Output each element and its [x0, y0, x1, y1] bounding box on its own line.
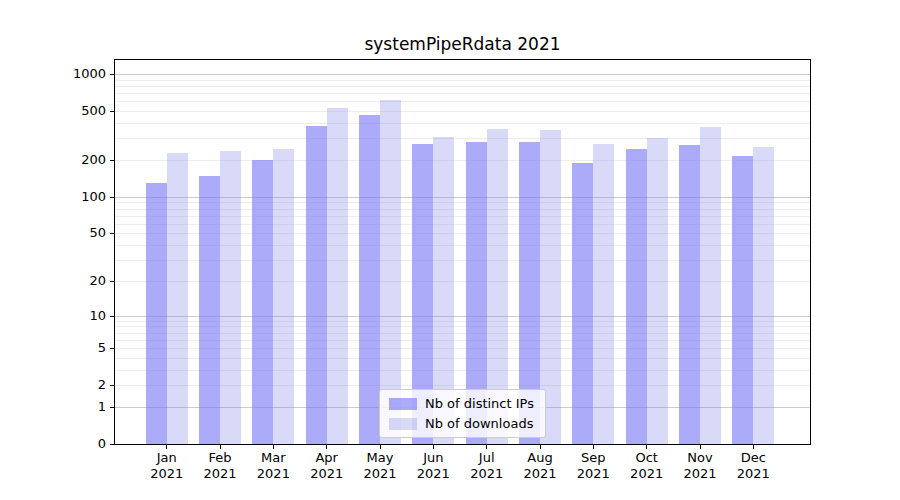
- legend-entry-downloads: Nb of downloads: [389, 416, 536, 432]
- x-tick-label: Dec 2021: [721, 450, 785, 481]
- x-tick-mark: [166, 445, 167, 449]
- legend: Nb of distinct IPs Nb of downloads: [379, 389, 546, 438]
- plot-frame: [114, 59, 811, 445]
- y-tick-label: 0: [40, 436, 106, 452]
- y-tick-label: 50: [40, 225, 106, 241]
- y-tick-label: 20: [40, 273, 106, 289]
- y-tick-mark: [110, 233, 114, 234]
- x-tick-mark: [593, 445, 594, 449]
- legend-label-downloads: Nb of downloads: [425, 416, 533, 432]
- legend-swatch-downloads: [389, 418, 417, 430]
- y-tick-mark: [110, 281, 114, 282]
- y-tick-label: 1: [40, 399, 106, 415]
- y-tick-mark: [110, 111, 114, 112]
- x-tick-mark: [753, 445, 754, 449]
- x-tick-mark: [540, 445, 541, 449]
- y-tick-mark: [110, 160, 114, 161]
- legend-label-distinct-ips: Nb of distinct IPs: [425, 396, 534, 412]
- x-tick-mark: [486, 445, 487, 449]
- y-tick-mark: [110, 74, 114, 75]
- y-tick-label: 500: [40, 103, 106, 119]
- y-tick-label: 10: [40, 308, 106, 324]
- y-tick-label: 1000: [40, 66, 106, 82]
- y-tick-label: 2: [40, 377, 106, 393]
- y-tick-mark: [110, 407, 114, 408]
- y-tick-mark: [110, 316, 114, 317]
- y-tick-mark: [110, 348, 114, 349]
- x-tick-mark: [326, 445, 327, 449]
- legend-swatch-distinct-ips: [389, 398, 417, 410]
- chart-figure: systemPipeRdata 2021 0 1 2 5 10 20 50 100 200 500…: [0, 0, 900, 500]
- y-tick-label: 5: [40, 340, 106, 356]
- x-tick-mark: [700, 445, 701, 449]
- x-tick-mark: [433, 445, 434, 449]
- y-tick-label: 200: [40, 152, 106, 168]
- x-tick-mark: [273, 445, 274, 449]
- legend-entry-distinct-ips: Nb of distinct IPs: [389, 396, 536, 412]
- y-tick-mark: [110, 385, 114, 386]
- x-tick-mark: [646, 445, 647, 449]
- x-tick-mark: [220, 445, 221, 449]
- y-tick-mark: [110, 197, 114, 198]
- y-tick-mark: [110, 444, 114, 445]
- chart-title: systemPipeRdata 2021: [115, 34, 810, 54]
- x-tick-mark: [380, 445, 381, 449]
- y-tick-label: 100: [40, 189, 106, 205]
